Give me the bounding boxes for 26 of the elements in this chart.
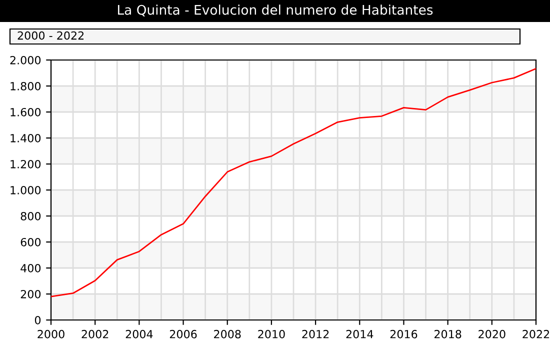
x-tick-label: 2018 — [434, 330, 462, 338]
y-tick-label: 200 — [20, 290, 41, 298]
text: 2000 - 2022 — [18, 31, 84, 40]
y-tick-label: 1.200 — [10, 160, 41, 168]
y-tick-label: 400 — [20, 264, 41, 272]
x-tick-label: 2010 — [258, 330, 285, 338]
x-tick-label: 2016 — [390, 330, 418, 338]
chart-title: La Quinta - Evolucion del numero de Habitantes — [118, 4, 433, 16]
x-tick-label: 2006 — [170, 330, 197, 338]
x-tick-label: 2014 — [346, 330, 374, 338]
y-tick-label: 1.000 — [10, 186, 41, 194]
y-tick-label: 1.400 — [10, 134, 41, 142]
x-tick-label: 2008 — [214, 330, 241, 338]
x-tick-label: 2004 — [126, 330, 153, 338]
x-tick-label: 2012 — [302, 330, 329, 338]
y-tick-label: 1.800 — [10, 82, 41, 90]
y-tick-label: 1.600 — [10, 108, 41, 116]
y-tick-label: 800 — [20, 212, 41, 220]
x-tick-label: 2002 — [82, 330, 108, 338]
x-tick-label: 2020 — [478, 330, 506, 338]
line-series — [51, 68, 536, 298]
x-tick-label: 2000 — [38, 330, 64, 338]
y-tick-label: 0 — [34, 316, 41, 324]
x-tick-label: 2022 — [522, 330, 550, 338]
y-tick-label: 600 — [20, 238, 41, 246]
y-tick-label: 2.000 — [10, 56, 41, 64]
